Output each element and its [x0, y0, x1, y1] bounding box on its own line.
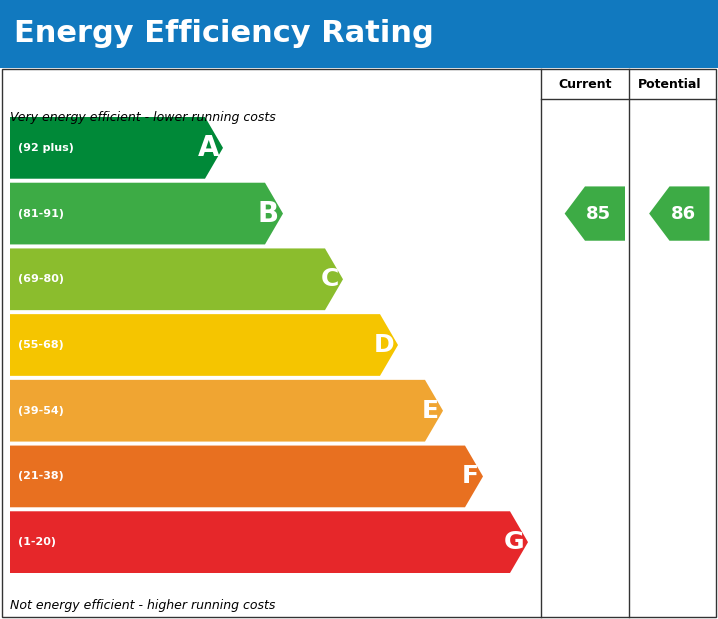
Text: (1-20): (1-20) [18, 537, 56, 547]
Text: E: E [422, 399, 439, 423]
Text: 86: 86 [671, 204, 696, 223]
Polygon shape [10, 511, 528, 573]
Polygon shape [649, 186, 709, 241]
Polygon shape [10, 314, 398, 376]
Polygon shape [10, 380, 443, 441]
Text: (55-68): (55-68) [18, 340, 64, 350]
Polygon shape [10, 183, 283, 245]
Polygon shape [10, 248, 343, 310]
Text: Energy Efficiency Rating: Energy Efficiency Rating [14, 20, 434, 48]
Text: A: A [197, 134, 219, 162]
Bar [2, 69, 716, 617]
Bar [0, 0, 718, 68]
Text: D: D [373, 333, 394, 357]
Text: Not energy efficient - higher running costs: Not energy efficient - higher running co… [10, 599, 276, 612]
Text: (81-91): (81-91) [18, 209, 64, 219]
Text: (39-54): (39-54) [18, 405, 64, 416]
Text: G: G [503, 530, 524, 554]
Text: C: C [321, 267, 339, 292]
Polygon shape [564, 186, 625, 241]
Polygon shape [10, 117, 223, 179]
Text: Very energy efficient - lower running costs: Very energy efficient - lower running co… [10, 111, 276, 124]
Text: (21-38): (21-38) [18, 472, 64, 482]
Text: F: F [462, 464, 479, 488]
Text: (69-80): (69-80) [18, 274, 64, 284]
Text: (92 plus): (92 plus) [18, 143, 74, 153]
Polygon shape [10, 446, 483, 508]
Text: Potential: Potential [638, 77, 701, 90]
Text: B: B [258, 199, 279, 228]
Text: Current: Current [559, 77, 612, 90]
Text: 85: 85 [587, 204, 612, 223]
